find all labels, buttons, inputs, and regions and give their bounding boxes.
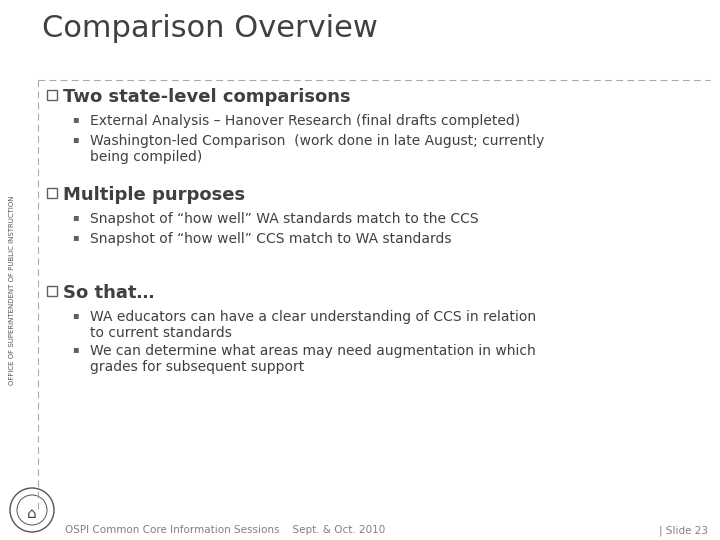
Text: OFFICE OF SUPERINTENDENT OF PUBLIC INSTRUCTION: OFFICE OF SUPERINTENDENT OF PUBLIC INSTR… bbox=[9, 195, 15, 384]
Text: Snapshot of “how well” CCS match to WA standards: Snapshot of “how well” CCS match to WA s… bbox=[90, 232, 451, 246]
Bar bbox=[47, 90, 57, 100]
Text: External Analysis – Hanover Research (final drafts completed): External Analysis – Hanover Research (fi… bbox=[90, 114, 520, 128]
Bar bbox=[47, 188, 57, 198]
Text: Snapshot of “how well” WA standards match to the CCS: Snapshot of “how well” WA standards matc… bbox=[90, 212, 479, 226]
Text: ▪: ▪ bbox=[72, 232, 78, 242]
Text: Comparison Overview: Comparison Overview bbox=[42, 14, 378, 43]
Text: Multiple purposes: Multiple purposes bbox=[63, 186, 245, 204]
Text: ▪: ▪ bbox=[72, 310, 78, 320]
Text: OSPI Common Core Information Sessions    Sept. & Oct. 2010: OSPI Common Core Information Sessions Se… bbox=[65, 525, 385, 535]
Text: Two state-level comparisons: Two state-level comparisons bbox=[63, 88, 351, 106]
Text: ▪: ▪ bbox=[72, 344, 78, 354]
Text: Washington-led Comparison  (work done in late August; currently
being compiled): Washington-led Comparison (work done in … bbox=[90, 134, 544, 164]
Text: We can determine what areas may need augmentation in which
grades for subsequent: We can determine what areas may need aug… bbox=[90, 344, 536, 374]
Text: WA educators can have a clear understanding of CCS in relation
to current standa: WA educators can have a clear understand… bbox=[90, 310, 536, 340]
Text: | Slide 23: | Slide 23 bbox=[659, 525, 708, 536]
Text: ▪: ▪ bbox=[72, 134, 78, 144]
Text: So that…: So that… bbox=[63, 284, 154, 302]
Text: ▪: ▪ bbox=[72, 114, 78, 124]
Text: ▪: ▪ bbox=[72, 212, 78, 222]
Text: ⌂: ⌂ bbox=[27, 506, 37, 521]
Bar bbox=[47, 286, 57, 296]
